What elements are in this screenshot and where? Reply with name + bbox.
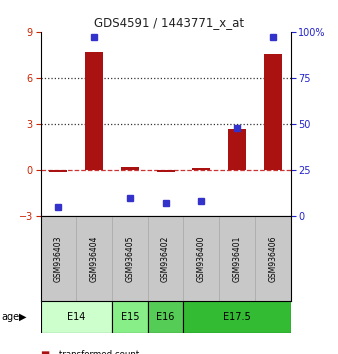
Bar	[41, 301, 112, 333]
Text: ■: ■	[41, 350, 50, 354]
Text: GSM936402: GSM936402	[161, 235, 170, 282]
Bar	[49, 170, 67, 172]
Text: GSM936401: GSM936401	[233, 235, 242, 282]
Bar	[41, 216, 76, 301]
Bar	[112, 216, 148, 301]
Bar	[264, 54, 282, 170]
Bar	[228, 129, 246, 170]
Text: age: age	[2, 312, 20, 322]
Bar	[121, 167, 139, 170]
Text: GSM936405: GSM936405	[125, 235, 135, 282]
Bar	[76, 216, 112, 301]
Text: GDS4591 / 1443771_x_at: GDS4591 / 1443771_x_at	[94, 16, 244, 29]
Text: GSM936406: GSM936406	[268, 235, 277, 282]
Bar	[219, 216, 255, 301]
Text: transformed count: transformed count	[59, 350, 139, 354]
Text: E15: E15	[121, 312, 139, 322]
Bar	[157, 170, 174, 172]
Bar	[255, 216, 291, 301]
Bar	[192, 168, 210, 170]
Bar	[112, 301, 148, 333]
Text: E14: E14	[67, 312, 86, 322]
Text: GSM936403: GSM936403	[54, 235, 63, 282]
Text: E17.5: E17.5	[223, 312, 251, 322]
Bar	[184, 216, 219, 301]
Text: E16: E16	[156, 312, 175, 322]
Bar	[148, 216, 184, 301]
Bar	[184, 301, 291, 333]
Text: GSM936400: GSM936400	[197, 235, 206, 282]
Bar	[148, 301, 184, 333]
Text: ▶: ▶	[19, 312, 26, 322]
Bar	[85, 52, 103, 170]
Text: GSM936404: GSM936404	[90, 235, 99, 282]
